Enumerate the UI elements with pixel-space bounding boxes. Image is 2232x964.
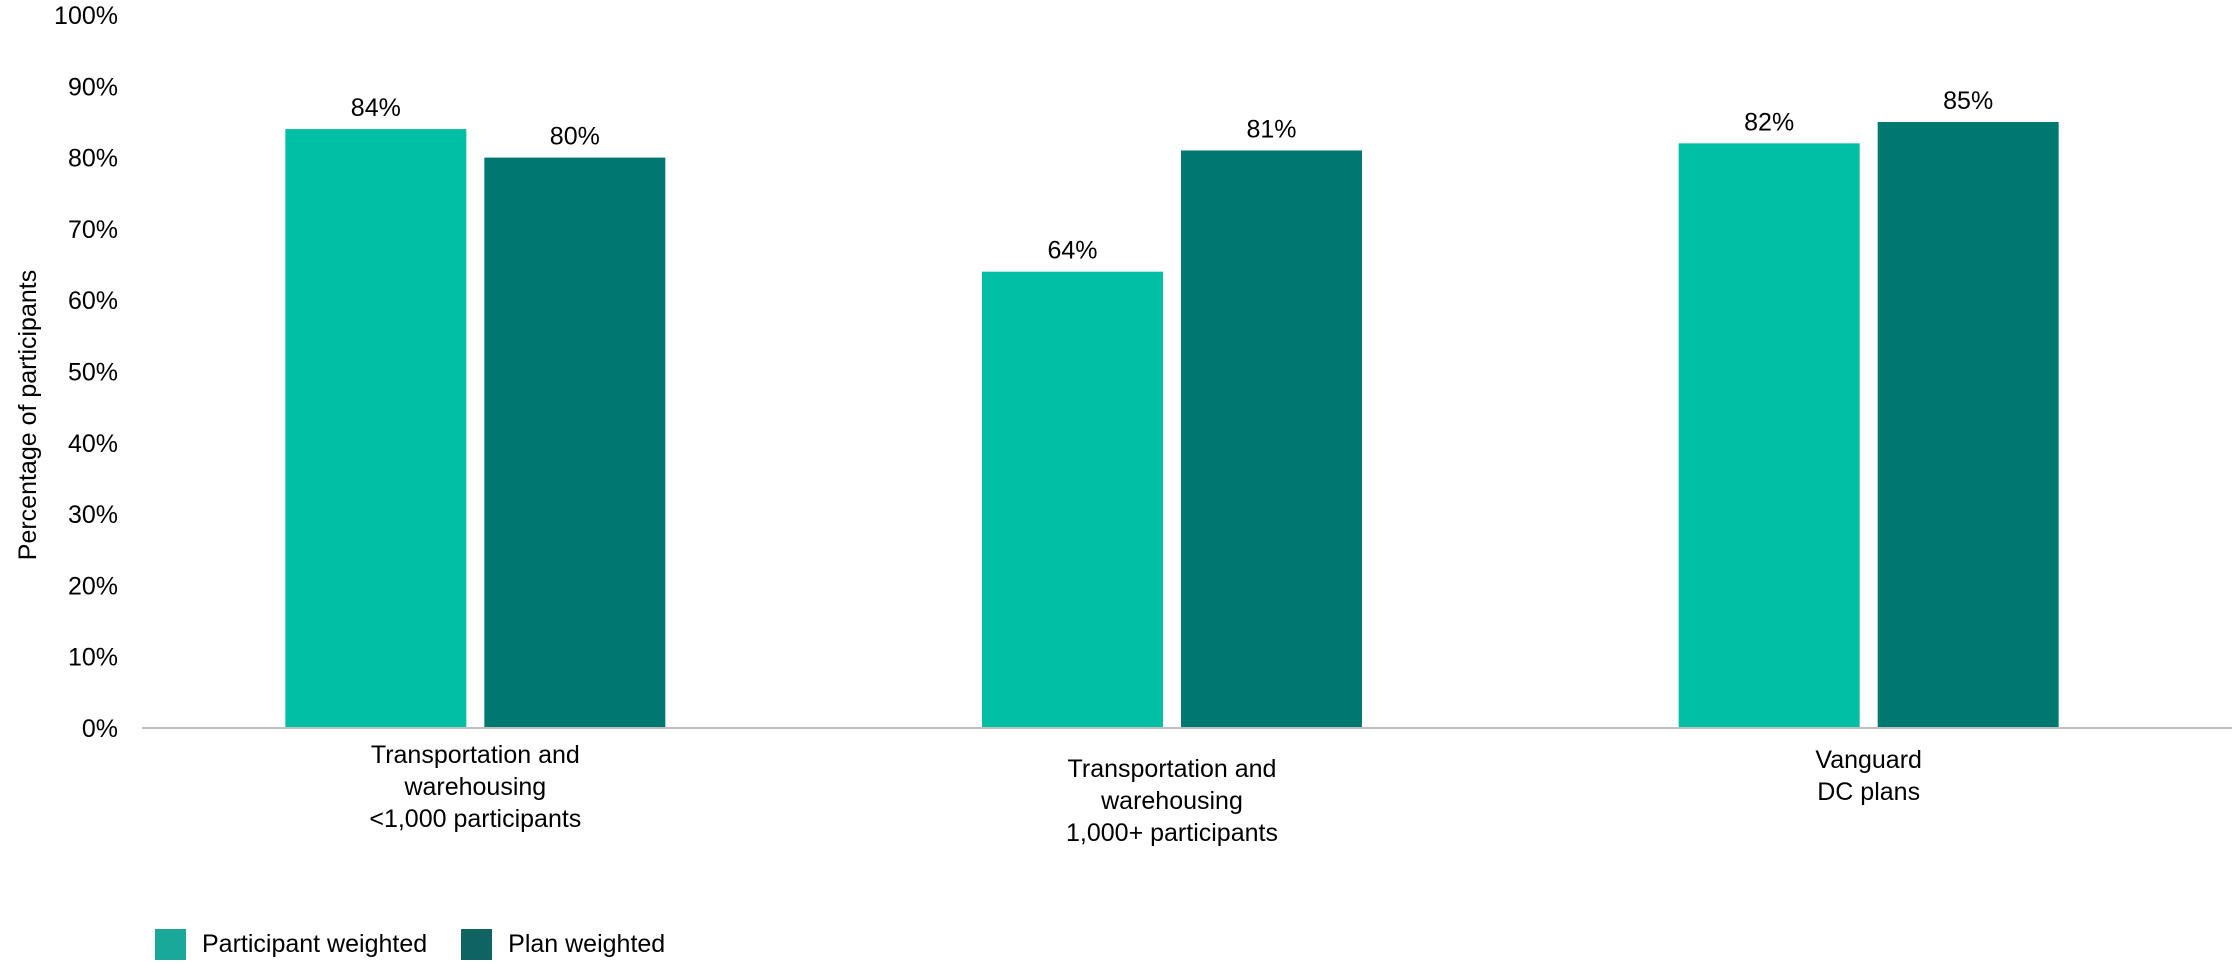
y-tick-label: 20% xyxy=(68,572,118,600)
y-tick-label: 90% xyxy=(68,73,118,101)
bars xyxy=(285,121,2059,729)
legend-label-participant-weighted: Participant weighted xyxy=(202,929,428,958)
bar-data-label: 85% xyxy=(1943,87,1993,115)
bar xyxy=(982,271,1163,728)
legend-swatch-plan-weighted xyxy=(461,928,493,960)
legend-item-participant-weighted: Participant weighted xyxy=(155,928,428,960)
y-tick-label: 70% xyxy=(68,216,118,244)
bar-data-label: 64% xyxy=(1047,237,1097,265)
bar xyxy=(1678,143,1860,729)
x-tick-label: Vanguard xyxy=(1815,746,1922,774)
legend-item-plan-weighted: Plan weighted xyxy=(461,928,666,960)
bar xyxy=(285,129,467,728)
x-tick-label: <1,000 participants xyxy=(369,805,581,833)
x-tick-label: DC plans xyxy=(1817,778,1920,806)
y-tick-label: 0% xyxy=(82,715,118,743)
bar xyxy=(1181,150,1362,729)
bar xyxy=(1877,121,2059,728)
y-tick-label: 30% xyxy=(68,501,118,529)
y-tick-label: 10% xyxy=(68,644,118,672)
bar-data-label: 81% xyxy=(1246,115,1296,143)
bar-data-labels: 84% 80% 64% 81% 82% 85% xyxy=(351,87,1993,265)
x-tick-label: warehousing xyxy=(1100,787,1243,815)
bar-data-label: 82% xyxy=(1744,108,1794,136)
legend: Participant weighted Plan weighted xyxy=(155,924,665,964)
y-tick-label: 100% xyxy=(54,2,118,30)
bar-data-label: 84% xyxy=(351,94,401,122)
y-tick-label: 60% xyxy=(68,287,118,315)
bar xyxy=(484,157,666,729)
legend-label-plan-weighted: Plan weighted xyxy=(508,929,666,958)
y-tick-label: 50% xyxy=(68,359,118,387)
legend-swatch-participant-weighted xyxy=(155,928,186,960)
x-tick-label: Transportation and xyxy=(371,741,580,769)
x-tick-label: Transportation and xyxy=(1068,755,1277,783)
y-tick-label: 40% xyxy=(68,430,118,458)
x-tick-label: warehousing xyxy=(403,773,546,801)
y-axis-title: Percentage of participants xyxy=(14,270,42,560)
y-axis-ticks: 0% 10% 20% 30% 40% 50% 60% 70% 80% 90% 100% xyxy=(54,2,118,743)
x-axis-labels: Transportation and warehousing <1,000 part… xyxy=(369,741,1922,847)
x-tick-label: 1,000+ participants xyxy=(1066,819,1278,847)
bar-data-label: 80% xyxy=(550,123,600,151)
y-tick-label: 80% xyxy=(68,145,118,173)
